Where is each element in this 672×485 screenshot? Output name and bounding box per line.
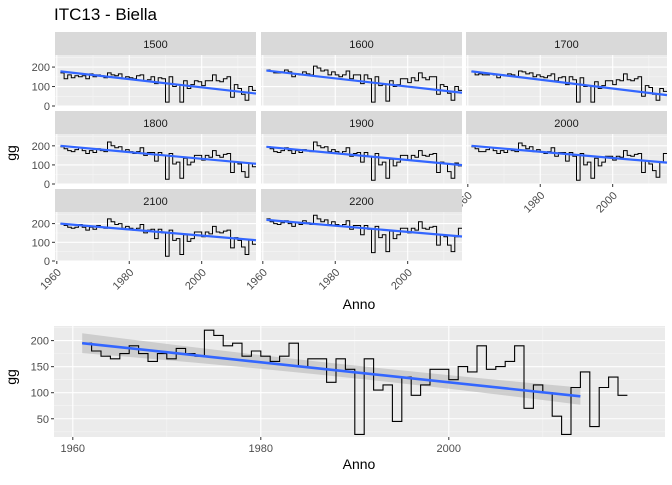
trend-line <box>60 144 257 165</box>
facet-panel-1600: 1600 <box>261 32 463 107</box>
facet-panel-background <box>261 134 462 184</box>
trend-line <box>471 144 668 164</box>
y-tick-label: 100 <box>32 82 50 94</box>
trend-line <box>266 69 463 94</box>
facet-panel-background <box>466 55 667 106</box>
facet-panel-1900: 1900 <box>261 111 463 185</box>
facet-panel-1500: 1500 0 100 200 <box>32 32 257 113</box>
facet-panel-background <box>55 212 256 261</box>
facet-strip-label: 2200 <box>349 196 373 208</box>
trend-line <box>60 222 257 242</box>
facet-strip-label: 1700 <box>554 39 578 51</box>
facet-strip <box>261 111 462 134</box>
x-tick-label: 1980 <box>317 267 343 293</box>
x-tick-label: 1960 <box>61 443 85 455</box>
y-tick-label: 0 <box>44 101 50 113</box>
x-tick-label: 1980 <box>111 267 137 293</box>
y-tick-label: 0 <box>44 179 50 191</box>
y-tick-label: 100 <box>32 237 50 249</box>
y-tick-label: 150 <box>31 362 49 374</box>
y-tick-label: 200 <box>31 336 49 348</box>
facet-strip <box>261 189 462 212</box>
facet-strip-label: 2100 <box>143 196 167 208</box>
facet-y-axis-label: gg <box>3 145 19 161</box>
facet-panel-2200: 2200 1960 1980 2000 <box>244 189 463 293</box>
facet-strip <box>55 189 256 212</box>
facet-strip-label: 1900 <box>349 118 373 130</box>
step-line <box>266 141 462 181</box>
x-tick-label: 1960 <box>38 267 64 293</box>
summary-y-axis-label: gg <box>3 369 19 385</box>
trend-line <box>266 145 463 167</box>
facet-panel-background <box>55 134 256 184</box>
facet-panel-background <box>55 55 256 106</box>
x-tick-label: 2000 <box>437 443 461 455</box>
facet-panel-1700: 1700 <box>466 32 668 107</box>
x-tick-label: 1980 <box>522 190 548 216</box>
y-tick-label: 100 <box>31 388 49 400</box>
y-tick-label: 0 <box>44 256 50 268</box>
facet-strip-label: 2000 <box>554 118 578 130</box>
facet-strip-label: 1800 <box>143 118 167 130</box>
trend-line <box>266 218 463 238</box>
y-tick-label: 200 <box>32 219 50 231</box>
facet-x-axis-label: Anno <box>343 296 376 312</box>
summary-panel: 50 100 150 200 1960 1980 2000 <box>31 326 665 455</box>
x-tick-label: 1960 <box>244 267 270 293</box>
y-tick-label: 200 <box>32 141 50 153</box>
facet-panel-2100: 2100 0 100 200 1960 1980 2000 <box>32 189 257 293</box>
x-tick-label: 1980 <box>249 443 273 455</box>
step-line <box>60 141 256 180</box>
trend-line <box>82 341 581 398</box>
facet-strip-label: 1500 <box>143 39 167 51</box>
facet-strip-label: 1600 <box>349 39 373 51</box>
x-tick-label: 2000 <box>389 267 415 293</box>
facet-strip <box>261 32 462 55</box>
step-line <box>60 218 256 257</box>
chart-title: ITC13 - Biella <box>54 5 158 24</box>
summary-x-axis-label: Anno <box>343 456 376 472</box>
step-line <box>82 329 628 435</box>
y-tick-label: 50 <box>37 414 49 426</box>
facet-strip <box>466 111 667 134</box>
trend-line <box>60 70 257 95</box>
facet-strip <box>55 111 256 134</box>
x-tick-label: 2000 <box>183 267 209 293</box>
step-line <box>471 142 667 181</box>
facet-strip <box>55 32 256 55</box>
y-tick-label: 100 <box>32 160 50 172</box>
x-tick-label: 2000 <box>594 190 620 216</box>
trend-line <box>471 70 668 97</box>
facet-panel-background <box>261 212 462 261</box>
y-tick-label: 200 <box>32 62 50 74</box>
facet-strip <box>466 32 667 55</box>
facet-panel-1800: 1800 0 100 200 <box>32 111 257 191</box>
